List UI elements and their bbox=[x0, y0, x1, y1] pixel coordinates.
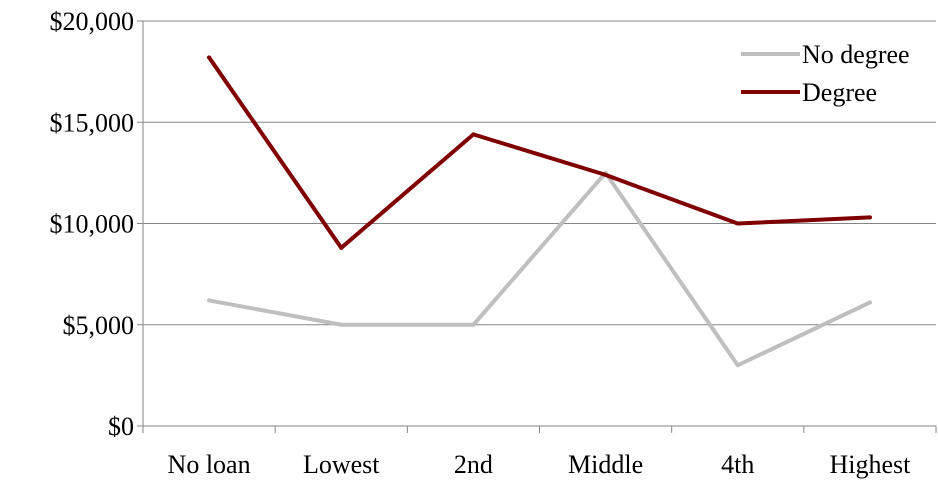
data-point bbox=[603, 172, 608, 177]
series-line-degree bbox=[207, 55, 872, 250]
y-tick-label: $20,000 bbox=[50, 7, 135, 36]
x-tick-label: 2nd bbox=[454, 450, 493, 479]
x-tick-label: Lowest bbox=[303, 450, 380, 479]
data-point bbox=[207, 55, 212, 60]
y-tick-label: $0 bbox=[108, 412, 134, 441]
data-point bbox=[207, 298, 212, 303]
x-tick-label: No loan bbox=[168, 450, 251, 479]
data-point bbox=[471, 322, 476, 327]
series-line-no-degree bbox=[207, 170, 872, 368]
y-tick-label: $10,000 bbox=[50, 210, 135, 239]
y-tick-label: $5,000 bbox=[63, 311, 135, 340]
data-point bbox=[339, 245, 344, 250]
data-point bbox=[867, 215, 872, 220]
data-point bbox=[471, 132, 476, 137]
legend-label-degree: Degree bbox=[802, 78, 877, 107]
data-point bbox=[735, 221, 740, 226]
series-lines bbox=[207, 55, 872, 368]
data-point bbox=[867, 300, 872, 305]
data-point bbox=[735, 363, 740, 368]
data-point bbox=[339, 322, 344, 327]
x-axis: No loan Lowest 2nd Middle 4th Highest bbox=[142, 425, 937, 479]
x-tick-label: Middle bbox=[568, 450, 643, 479]
x-tick-label: 4th bbox=[721, 450, 754, 479]
x-tick-label: Highest bbox=[829, 450, 911, 479]
y-tick-label: $15,000 bbox=[50, 108, 135, 137]
y-axis: $0 $5,000 $10,000 $15,000 $20,000 bbox=[50, 7, 144, 441]
gridlines bbox=[143, 20, 936, 326]
legend-label-no-degree: No degree bbox=[802, 40, 910, 69]
legend: No degree Degree bbox=[741, 40, 910, 107]
